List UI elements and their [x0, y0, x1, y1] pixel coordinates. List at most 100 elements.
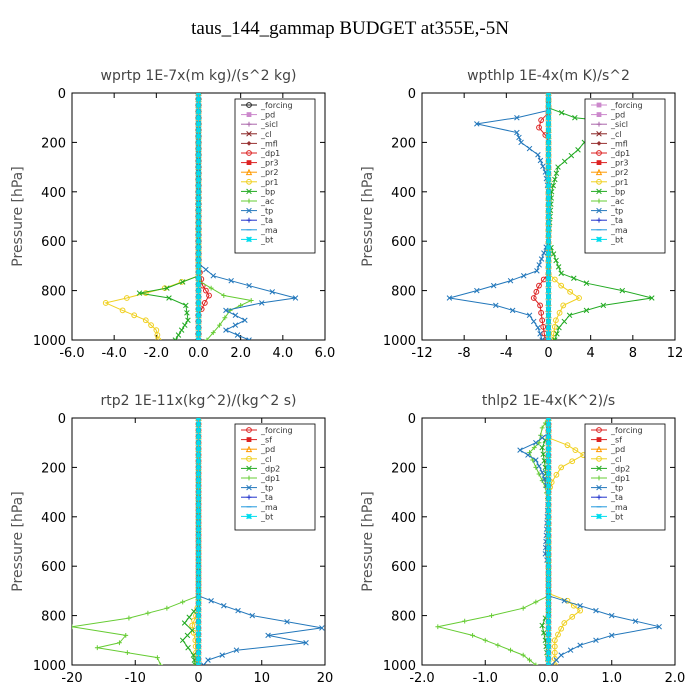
data-point: [242, 317, 248, 323]
data-point: [540, 451, 546, 457]
legend-marker: [596, 427, 602, 433]
data-point: [195, 483, 202, 489]
legend-marker: [246, 427, 252, 433]
data-point: [102, 300, 109, 306]
data-point: [495, 642, 501, 648]
data-point: [545, 445, 552, 452]
data-point: [189, 622, 196, 629]
legend-entry: _bt: [610, 235, 623, 244]
data-point: [541, 630, 547, 636]
data-point: [537, 302, 543, 309]
data-point: [195, 637, 202, 644]
data-point: [545, 238, 552, 245]
legend-entry: _forcing: [260, 426, 293, 435]
data-point: [560, 302, 567, 309]
legend-marker: [596, 207, 602, 214]
data-point: [619, 287, 626, 294]
data-point: [195, 507, 202, 514]
data-point: [201, 300, 208, 306]
data-point: [558, 464, 565, 471]
data-point: [123, 295, 130, 301]
legend-entry: _tp: [610, 207, 623, 216]
series-line: [72, 418, 199, 665]
data-point: [195, 96, 202, 103]
data-point: [545, 655, 552, 662]
legend-entry: _pd: [260, 111, 275, 120]
data-point: [561, 318, 568, 325]
legend-marker: [596, 131, 602, 137]
data-point: [569, 613, 576, 620]
data-point: [525, 452, 531, 458]
data-point: [520, 273, 527, 279]
data-point: [536, 463, 542, 469]
series-bt: [545, 93, 552, 340]
series-dp1: [435, 418, 551, 665]
data-point: [568, 152, 575, 159]
data-point: [195, 238, 202, 245]
legend-marker: [595, 445, 603, 453]
data-point: [219, 652, 225, 658]
legend-entry: _ta: [610, 493, 623, 502]
data-point: [572, 114, 578, 121]
legend: _forcing_pd_sicl_cl_mfl_dp1_pr3_pr2_pr1_…: [584, 98, 666, 254]
data-point: [545, 225, 552, 232]
data-point: [534, 268, 540, 274]
data-point: [545, 581, 552, 588]
x-tick-label: -2.0: [144, 346, 169, 361]
data-point: [545, 281, 552, 288]
data-point: [166, 295, 172, 301]
series-line: [139, 93, 199, 340]
legend-marker: [596, 513, 602, 520]
data-point: [195, 164, 202, 170]
data-point: [545, 145, 552, 152]
data-point: [545, 250, 552, 257]
data-point: [545, 232, 552, 238]
data-point: [246, 337, 252, 340]
data-point: [235, 607, 241, 614]
data-point: [508, 647, 513, 653]
data-point: [632, 618, 639, 624]
y-tick-label: 600: [391, 235, 416, 250]
data-point: [536, 262, 542, 268]
legend-entry: _ac: [610, 197, 624, 206]
data-point: [142, 317, 149, 324]
data-point: [545, 421, 552, 428]
data-point: [195, 581, 202, 588]
legend-entry: _dp2: [610, 464, 630, 473]
data-point: [608, 612, 615, 619]
data-point: [233, 647, 240, 653]
data-point: [520, 652, 526, 658]
data-point: [72, 624, 75, 630]
data-point: [474, 121, 480, 127]
legend-marker: [596, 475, 602, 481]
data-point: [493, 302, 499, 309]
data-point: [555, 164, 561, 170]
y-tick-label: 1000: [383, 659, 416, 674]
data-point: [540, 163, 546, 170]
data-point: [553, 657, 560, 663]
legend-entry: _cl: [260, 455, 272, 464]
y-tick-label: 400: [391, 511, 416, 526]
data-point: [526, 312, 533, 319]
y-axis-label: Pressure [hPa]: [360, 166, 376, 266]
legend-entry: _cl: [610, 455, 622, 464]
data-point: [202, 287, 209, 294]
data-point: [545, 418, 552, 421]
data-point: [583, 280, 590, 286]
data-point: [561, 158, 568, 165]
data-point: [195, 127, 202, 133]
data-point: [470, 632, 475, 638]
data-point: [558, 625, 565, 632]
data-point: [551, 643, 558, 650]
legend-marker: [596, 141, 602, 146]
data-point: [545, 606, 552, 613]
data-point: [319, 625, 325, 631]
data-point: [555, 264, 562, 270]
data-point: [545, 458, 552, 465]
legend-marker: [245, 168, 253, 176]
data-point: [191, 608, 197, 615]
data-point: [462, 618, 468, 624]
data-point: [222, 315, 228, 321]
y-tick-label: 1000: [33, 659, 66, 674]
data-point: [284, 619, 290, 625]
